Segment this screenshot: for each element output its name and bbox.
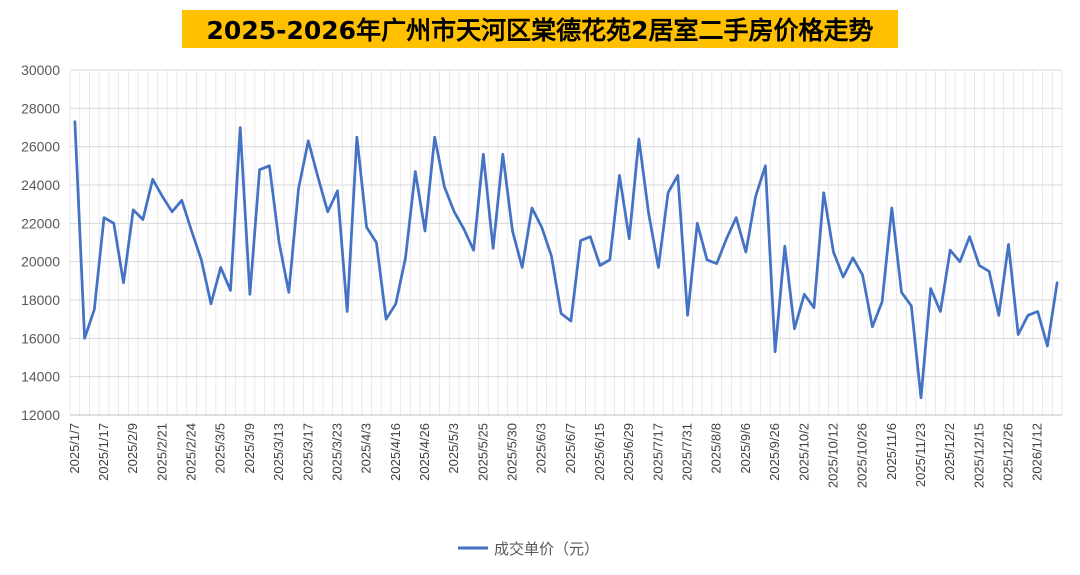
chart-title-box: 2025-2026年广州市天河区棠德花苑2居室二手房价格走势 [182,10,898,48]
x-tick-label: 2026/1/12 [1030,423,1045,481]
x-tick-label: 2025/3/5 [213,423,228,474]
x-tick-label: 2025/3/13 [271,423,286,481]
x-tick-label: 2025/11/23 [913,423,928,487]
y-tick-label: 28000 [21,100,60,116]
x-tick-label: 2025/7/31 [680,423,695,481]
x-tick-label: 2025/2/9 [125,423,140,474]
x-tick-label: 2025/5/3 [446,423,461,474]
x-tick-label: 2025/6/29 [621,423,636,481]
x-tick-label: 2025/1/17 [96,423,111,481]
x-tick-label: 2025/2/24 [184,423,199,481]
x-tick-label: 2025/8/8 [709,423,724,474]
x-tick-label: 2025/5/25 [475,423,490,481]
x-tick-label: 2025/5/30 [505,423,520,481]
gridlines [69,69,1063,416]
x-tick-label: 2025/9/26 [767,423,782,481]
y-tick-label: 26000 [21,139,60,155]
x-tick-label: 2025/4/3 [359,423,374,474]
y-tick-label: 16000 [21,330,60,346]
x-tick-label: 2025/3/17 [300,423,315,481]
y-tick-label: 14000 [21,369,60,385]
x-tick-label: 2025/2/21 [154,423,169,481]
x-tick-label: 2025/12/2 [942,423,957,481]
legend-label: 成交单价（元） [494,540,599,558]
x-tick-label: 2025/9/6 [738,423,753,474]
x-tick-label: 2025/10/12 [825,423,840,488]
y-tick-label: 18000 [21,292,60,308]
x-tick-label: 2025/6/3 [534,423,549,474]
series-line [73,120,1059,400]
y-tick-label: 20000 [21,254,60,270]
chart-title: 2025-2026年广州市天河区棠德花苑2居室二手房价格走势 [206,16,874,45]
x-tick-label: 2025/1/7 [67,423,82,474]
legend: 成交单价（元） [458,540,599,558]
x-tick-label: 2025/3/9 [242,423,257,474]
x-tick-label: 2025/10/26 [855,423,870,488]
y-axis-ticks: 12000 14000 16000 18000 20000 22000 24000 26000… [21,62,60,423]
x-tick-label: 2025/12/26 [1001,423,1016,488]
x-axis-ticks: 2025/1/7 2025/1/17 2025/2/9 2025/2/21 2025/2… [67,423,1045,488]
x-tick-label: 2025/4/26 [417,423,432,481]
x-tick-label: 2025/6/7 [563,423,578,474]
y-tick-label: 22000 [21,215,60,231]
x-tick-label: 2025/7/17 [650,423,665,481]
series-layer [73,120,1059,400]
x-tick-label: 2025/4/16 [388,423,403,481]
x-tick-label: 2025/12/15 [971,423,986,488]
x-tick-label: 2025/3/23 [329,423,344,481]
x-tick-label: 2025/11/6 [884,423,899,480]
x-tick-label: 2025/6/15 [592,423,607,481]
y-tick-label: 24000 [21,177,60,193]
y-tick-label: 30000 [21,62,60,78]
x-tick-label: 2025/10/2 [796,423,811,481]
y-tick-label: 12000 [21,407,60,423]
